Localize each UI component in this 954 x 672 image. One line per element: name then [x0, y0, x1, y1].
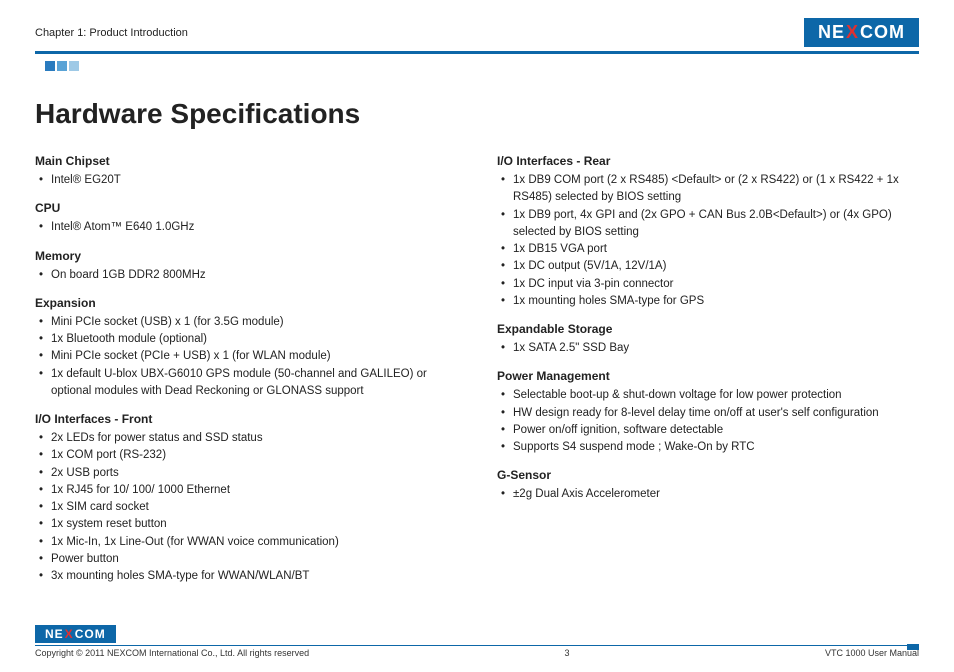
right-column: I/O Interfaces - Rear 1x DB9 COM port (2 … — [497, 142, 919, 585]
spec-item: 2x USB ports — [39, 465, 457, 482]
spec-item: 2x LEDs for power status and SSD status — [39, 430, 457, 447]
page-title: Hardware Specifications — [35, 98, 919, 130]
spec-list: Selectable boot-up & shut-down voltage f… — [497, 387, 919, 456]
spec-item: Power button — [39, 551, 457, 568]
spec-item: 1x DC output (5V/1A, 12V/1A) — [501, 258, 919, 275]
spec-item: 1x Bluetooth module (optional) — [39, 331, 457, 348]
spec-item: 1x SATA 2.5" SSD Bay — [501, 340, 919, 357]
spec-item: 3x mounting holes SMA-type for WWAN/WLAN… — [39, 568, 457, 585]
logo-part-x: X — [846, 22, 859, 43]
section-heading: Power Management — [497, 369, 919, 383]
spec-list: ±2g Dual Axis Accelerometer — [497, 486, 919, 503]
spec-item: 1x Mic-In, 1x Line-Out (for WWAN voice c… — [39, 534, 457, 551]
spec-item: Mini PCIe socket (USB) x 1 (for 3.5G mod… — [39, 314, 457, 331]
spec-list: Intel® Atom™ E640 1.0GHz — [35, 219, 457, 236]
spec-item: 1x COM port (RS-232) — [39, 447, 457, 464]
spec-item: 1x mounting holes SMA-type for GPS — [501, 293, 919, 310]
spec-item: 1x RJ45 for 10/ 100/ 1000 Ethernet — [39, 482, 457, 499]
spec-item: Intel® Atom™ E640 1.0GHz — [39, 219, 457, 236]
section-heading: Memory — [35, 249, 457, 263]
spec-item: On board 1GB DDR2 800MHz — [39, 267, 457, 284]
content-columns: Main Chipset Intel® EG20T CPU Intel® Atom™ … — [35, 142, 919, 585]
page-number: 3 — [565, 648, 570, 658]
spec-item: 1x DB15 VGA port — [501, 241, 919, 258]
spec-list: On board 1GB DDR2 800MHz — [35, 267, 457, 284]
spec-item: 1x DB9 port, 4x GPI and (2x GPO + CAN Bu… — [501, 207, 919, 242]
logo-top: NEXCOM — [804, 18, 919, 47]
spec-item: 1x system reset button — [39, 516, 457, 533]
spec-item: 1x default U-blox UBX-G6010 GPS module (… — [39, 366, 457, 401]
footer: NEXCOM Copyright © 2011 NEXCOM Internati… — [35, 625, 919, 658]
spec-item: Power on/off ignition, software detectab… — [501, 422, 919, 439]
logo-bottom: NEXCOM — [35, 625, 116, 643]
left-column: Main Chipset Intel® EG20T CPU Intel® Atom™ … — [35, 142, 457, 585]
section-heading: CPU — [35, 201, 457, 215]
section-heading: I/O Interfaces - Front — [35, 412, 457, 426]
spec-list: 1x DB9 COM port (2 x RS485) <Default> or… — [497, 172, 919, 310]
spec-list: Intel® EG20T — [35, 172, 457, 189]
spec-list: 2x LEDs for power status and SSD status1… — [35, 430, 457, 585]
spec-item: 1x DB9 COM port (2 x RS485) <Default> or… — [501, 172, 919, 207]
spec-list: Mini PCIe socket (USB) x 1 (for 3.5G mod… — [35, 314, 457, 400]
copyright-text: Copyright © 2011 NEXCOM International Co… — [35, 648, 309, 658]
spec-item: Intel® EG20T — [39, 172, 457, 189]
section-heading: Main Chipset — [35, 154, 457, 168]
section-heading: I/O Interfaces - Rear — [497, 154, 919, 168]
logo-part-left: NE — [818, 22, 845, 43]
section-heading: G-Sensor — [497, 468, 919, 482]
spec-list: 1x SATA 2.5" SSD Bay — [497, 340, 919, 357]
spec-item: Selectable boot-up & shut-down voltage f… — [501, 387, 919, 404]
header-bar: Chapter 1: Product Introduction NEXCOM — [35, 18, 919, 54]
section-heading: Expansion — [35, 296, 457, 310]
spec-item: Supports S4 suspend mode ; Wake-On by RT… — [501, 439, 919, 456]
decorative-squares — [45, 58, 919, 76]
spec-item: ±2g Dual Axis Accelerometer — [501, 486, 919, 503]
spec-item: 1x SIM card socket — [39, 499, 457, 516]
logo-part-right: COM — [860, 22, 905, 43]
chapter-label: Chapter 1: Product Introduction — [35, 27, 188, 39]
spec-item: HW design ready for 8-level delay time o… — [501, 405, 919, 422]
spec-item: 1x DC input via 3-pin connector — [501, 276, 919, 293]
manual-name: VTC 1000 User Manual — [825, 648, 919, 658]
spec-item: Mini PCIe socket (PCIe + USB) x 1 (for W… — [39, 348, 457, 365]
section-heading: Expandable Storage — [497, 322, 919, 336]
